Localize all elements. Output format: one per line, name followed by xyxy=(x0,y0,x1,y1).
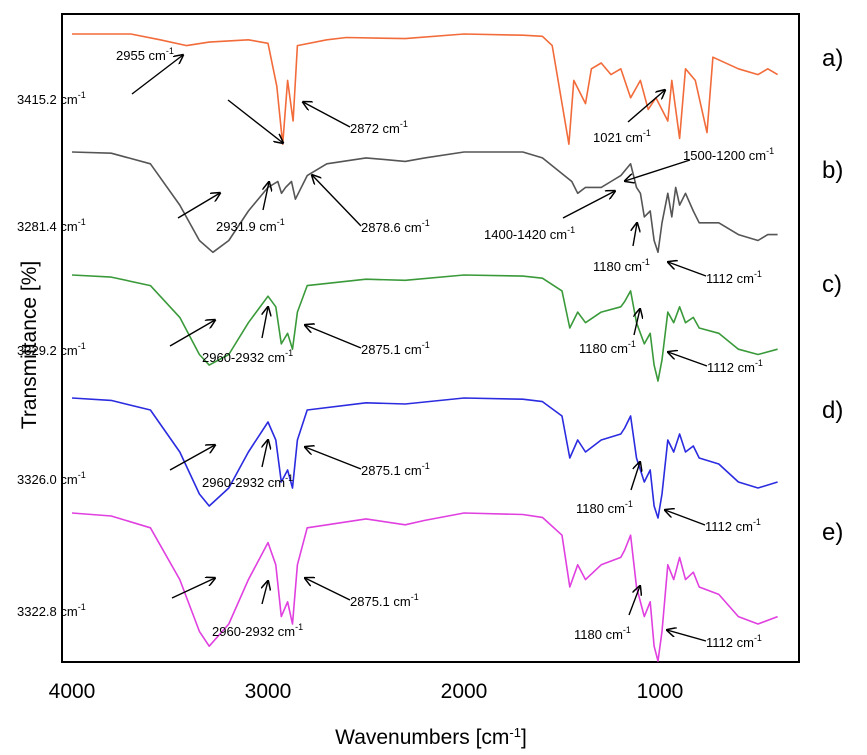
peak-arrow xyxy=(262,440,268,468)
peak-label: 2955 cm-1 xyxy=(116,46,174,63)
peak-label: 3326.0 cm-1 xyxy=(17,470,86,487)
peak-arrow xyxy=(171,578,215,599)
peak-annotation: 2960-2932 cm-1 xyxy=(202,440,293,490)
peak-label: 3281.4 cm-1 xyxy=(17,217,86,234)
peak-arrow xyxy=(668,352,708,367)
peak-arrow xyxy=(169,445,215,471)
peak-label: 2878.6 cm-1 xyxy=(361,218,430,235)
peak-arrow xyxy=(177,193,220,219)
spectrum-line-a xyxy=(72,33,779,145)
x-tick-label: 1000 xyxy=(637,680,684,703)
peak-label: 1400-1420 cm-1 xyxy=(484,225,575,242)
peak-arrow xyxy=(625,159,691,181)
panel-label-c: c) xyxy=(822,271,842,298)
peak-arrow xyxy=(667,630,707,642)
peak-label: 2875.1 cm-1 xyxy=(350,592,419,609)
peak-arrow xyxy=(562,191,615,219)
peak-label: 1180 cm-1 xyxy=(576,499,633,516)
peak-label: 1021 cm-1 xyxy=(593,128,651,145)
peak-annotation: 3322.8 cm-1 xyxy=(17,578,215,619)
peak-arrow xyxy=(312,175,362,227)
peak-arrow xyxy=(665,510,706,526)
peak-annotation: 2960-2932 cm-1 xyxy=(212,581,303,639)
peak-arrow xyxy=(628,586,640,616)
spectrum-line-e xyxy=(71,512,778,662)
x-axis-title: Wavenumbers [cm-1] xyxy=(335,725,527,750)
x-tick-label: 2000 xyxy=(441,680,488,703)
x-tick-labels: 4000 3000 2000 1000 xyxy=(49,680,684,703)
peak-label: 3322.8 cm-1 xyxy=(17,602,86,619)
peak-arrow xyxy=(305,578,351,601)
x-tick-label: 3000 xyxy=(245,680,292,703)
peak-annotation: 2955 cm-1 xyxy=(116,46,283,143)
panel-label-a: a) xyxy=(822,45,843,72)
peak-label: 2931.9 cm-1 xyxy=(216,217,285,234)
peak-annotation: 1400-1420 cm-1 xyxy=(484,191,615,242)
peak-label: 1112 cm-1 xyxy=(706,633,762,650)
peak-label: 2960-2932 cm-1 xyxy=(202,348,293,365)
x-tick-label: 4000 xyxy=(49,680,96,703)
peak-arrow xyxy=(262,581,268,605)
spectrum-line-d xyxy=(71,397,778,519)
peak-arrow xyxy=(305,447,362,470)
peak-label: 2872 cm-1 xyxy=(350,119,408,136)
peak-annotation: 3281.4 cm-1 xyxy=(17,193,220,234)
peak-arrow xyxy=(627,90,665,123)
peak-arrow xyxy=(131,55,183,95)
peak-annotation: 1180 cm-1 xyxy=(579,309,640,356)
peak-annotation: 2875.1 cm-1 xyxy=(305,447,430,478)
peak-annotation: 1112 cm-1 xyxy=(668,262,762,286)
peak-label: 1180 cm-1 xyxy=(593,257,650,274)
peak-arrow xyxy=(263,182,269,211)
peak-annotation: 2872 cm-1 xyxy=(303,102,408,136)
peak-annotation: 1112 cm-1 xyxy=(665,510,761,534)
peak-label: 1180 cm-1 xyxy=(579,339,636,356)
peak-label: 1112 cm-1 xyxy=(706,269,762,286)
peak-label: 2960-2932 cm-1 xyxy=(202,473,293,490)
peak-arrow xyxy=(634,309,640,336)
peak-arrow xyxy=(227,99,283,143)
plot-area-frame xyxy=(61,13,800,663)
peak-annotation: 1112 cm-1 xyxy=(668,352,763,375)
annotations-group: 3415.2 cm-1 2955 cm-1 2872 cm-1 1021 cm-1 32… xyxy=(17,46,774,650)
peak-annotation: 3415.2 cm-1 xyxy=(17,55,183,107)
peak-annotation: 2875.1 cm-1 xyxy=(305,578,419,609)
peak-label: 1500-1200 cm-1 xyxy=(683,146,774,163)
peak-label: 3415.2 cm-1 xyxy=(17,90,86,107)
peak-arrow xyxy=(305,325,362,349)
spectrum-line-c xyxy=(71,274,778,382)
peak-annotation: 3326.0 cm-1 xyxy=(17,445,215,487)
panel-label-b: b) xyxy=(822,157,843,184)
peak-annotation: 2875.1 cm-1 xyxy=(305,325,430,357)
peak-arrow xyxy=(303,102,351,128)
peak-arrow xyxy=(668,262,707,277)
peak-annotation: 1500-1200 cm-1 xyxy=(625,146,774,181)
peak-label: 1180 cm-1 xyxy=(574,625,631,642)
y-axis-title: Transmittance [%] xyxy=(18,261,41,429)
peak-label: 2875.1 cm-1 xyxy=(361,340,430,357)
peak-label: 1112 cm-1 xyxy=(705,517,761,534)
peak-arrow xyxy=(633,223,637,247)
panel-label-d: d) xyxy=(822,397,843,424)
peak-annotation: 1180 cm-1 xyxy=(576,462,640,516)
peak-annotation: 2878.6 cm-1 xyxy=(312,175,430,235)
peak-annotation: 2931.9 cm-1 xyxy=(216,182,285,234)
peak-annotation: 3329.2 cm-1 xyxy=(17,320,215,358)
peak-annotation: 1180 cm-1 xyxy=(574,586,640,642)
peak-label: 1112 cm-1 xyxy=(707,358,763,375)
peak-annotation: 1112 cm-1 xyxy=(667,630,762,650)
panel-label-e: e) xyxy=(822,519,843,546)
peak-annotation: 2960-2932 cm-1 xyxy=(202,307,293,365)
peak-label: 2960-2932 cm-1 xyxy=(212,622,303,639)
spectrum-line-b xyxy=(71,151,778,254)
peak-annotation: 1180 cm-1 xyxy=(593,223,650,274)
peak-label: 2875.1 cm-1 xyxy=(361,461,430,478)
peak-arrow xyxy=(630,462,640,491)
peak-annotation: 1021 cm-1 xyxy=(593,90,665,145)
panel-labels-group: a) b) c) d) e) xyxy=(822,45,843,546)
peak-arrow xyxy=(169,320,215,347)
peak-label: 3329.2 cm-1 xyxy=(17,341,86,358)
peak-arrow xyxy=(261,307,268,339)
